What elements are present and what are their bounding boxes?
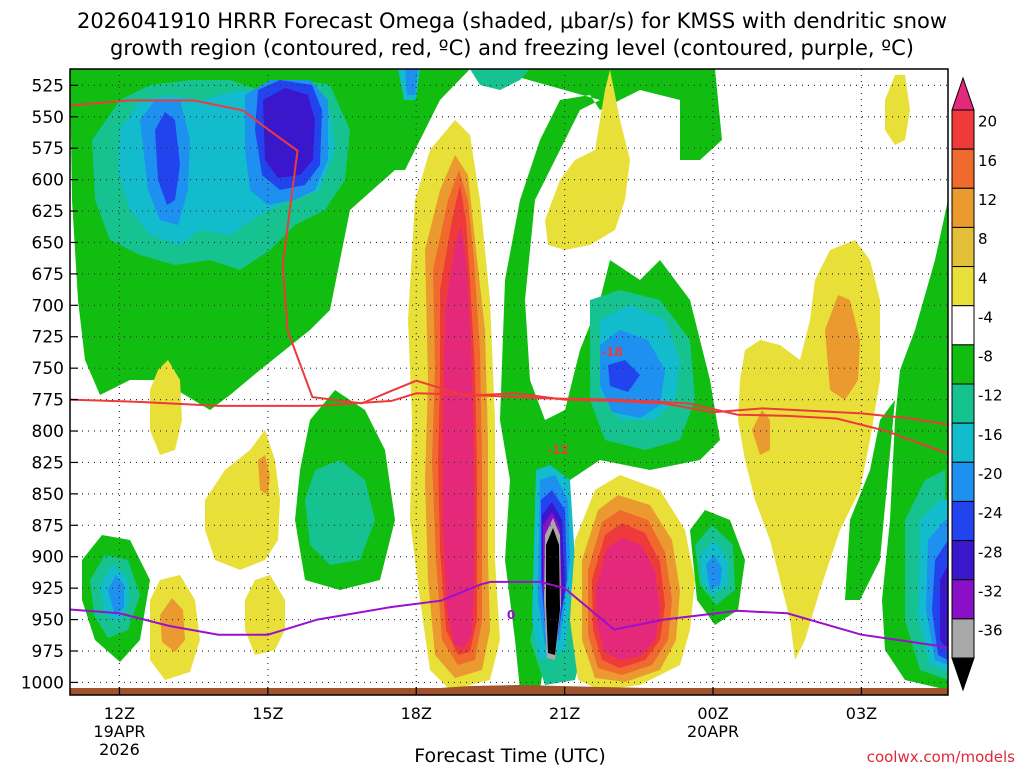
colorbar-top-triangle <box>951 76 975 111</box>
contour-lines <box>70 99 948 649</box>
colorbar-tick-label: -12 <box>978 387 1003 405</box>
vertical-gridlines <box>118 69 863 695</box>
colorbar-segment <box>951 148 975 189</box>
colorbar-tick-label: -16 <box>978 426 1003 444</box>
colorbar-segment <box>951 422 975 463</box>
y-tick-label: 700 <box>32 296 64 316</box>
colorbar-tick-label: 12 <box>978 191 997 209</box>
colorbar-tick-label: 20 <box>978 113 997 131</box>
colorbar-tick-label: -4 <box>978 308 993 326</box>
contour-label-zero: 0 <box>507 608 515 622</box>
colorbar-bottom-triangle <box>951 657 975 692</box>
omega-fill-minus36 <box>546 528 560 655</box>
y-tick-label: 650 <box>32 233 64 253</box>
y-tick-label: 975 <box>32 642 64 662</box>
contour-labels: -18 -12 0 <box>507 345 623 622</box>
colorbar-tick-label: 16 <box>978 152 997 170</box>
colorbar-segment <box>951 226 975 268</box>
y-tick-label: 775 <box>32 391 64 411</box>
contour-label-minus18: -18 <box>601 345 623 359</box>
y-tick-label: 675 <box>32 265 64 285</box>
colorbar-tick-label: -28 <box>978 543 1003 561</box>
colorbar-segment <box>951 109 975 150</box>
y-tick-label: 925 <box>32 579 64 599</box>
x-tick-label: 12Z <box>104 704 135 723</box>
terrain-strip <box>70 685 948 695</box>
y-tick-label: 750 <box>32 359 64 379</box>
x-tick-label: 21Z <box>549 704 580 723</box>
y-tick-label: 950 <box>32 611 64 631</box>
colorbar-tick-label: -36 <box>978 622 1003 640</box>
y-tick-label: 600 <box>32 171 64 191</box>
horizontal-gridlines <box>70 84 948 684</box>
chart-title-line1: 2026041910 HRRR Forecast Omega (shaded, … <box>77 9 947 33</box>
chart-title-line2: growth region (contoured, red, ºC) and f… <box>110 36 914 60</box>
colorbar-segment <box>951 500 975 542</box>
y-tick-label: 550 <box>32 108 64 128</box>
colorbar: 20 16 12 8 4 -4 -8 -12 -16 -20 -24 -28 -32 -36 <box>951 76 1003 692</box>
dgz-contour-minus18 <box>70 99 948 426</box>
colorbar-tick-label: 8 <box>978 230 988 248</box>
colorbar-tick-label: 4 <box>978 269 988 287</box>
y-tick-label: 850 <box>32 485 64 505</box>
y-tick-label: 725 <box>32 328 64 348</box>
dgz-contour-minus12 <box>70 392 948 455</box>
y-tick-label: 875 <box>32 516 64 536</box>
y-tick-label: 575 <box>32 139 64 159</box>
y-tick-label: 825 <box>32 453 64 473</box>
contour-label-minus12: -12 <box>547 443 569 457</box>
x-tick-label: 03Z <box>846 704 877 723</box>
x-tick-label: 15Z <box>252 704 283 723</box>
x-tick-label: 18Z <box>401 704 432 723</box>
colorbar-segment <box>951 618 975 659</box>
colorbar-segment <box>951 305 975 346</box>
colorbar-segment <box>951 187 975 228</box>
credit-text: coolwx.com/models <box>867 748 1015 766</box>
y-tick-label: 900 <box>32 548 64 568</box>
plot-frame <box>69 68 949 696</box>
x-axis-label: Forecast Time (UTC) <box>414 745 605 767</box>
plot-area: -18 -12 0 <box>70 69 948 695</box>
colorbar-segment <box>951 579 975 620</box>
y-tick-label: 625 <box>32 202 64 222</box>
omega-fill-plus20 <box>443 225 660 660</box>
x-tick-year: 2026 <box>99 740 140 759</box>
y-tick-label: 1000 <box>21 673 64 693</box>
colorbar-segment <box>951 383 975 424</box>
colorbar-segment <box>951 344 975 385</box>
colorbar-segment <box>951 461 975 502</box>
colorbar-segment <box>951 540 975 581</box>
x-tick-date: 20APR <box>687 722 739 741</box>
colorbar-tick-label: -24 <box>978 504 1003 522</box>
colorbar-segment <box>951 266 975 307</box>
freezing-level-contour <box>70 580 948 649</box>
x-tick-label: 00Z <box>697 704 728 723</box>
colorbar-tick-label: -8 <box>978 348 993 366</box>
y-tick-label: 800 <box>32 422 64 442</box>
y-tick-label: 525 <box>32 76 64 96</box>
y-axis-ticks: 525 550 575 600 625 650 675 700 725 750 775 800 825 8… <box>21 76 78 693</box>
x-tick-date: 19APR <box>93 722 145 741</box>
colorbar-tick-label: -20 <box>978 465 1003 483</box>
colorbar-tick-label: -32 <box>978 582 1003 600</box>
